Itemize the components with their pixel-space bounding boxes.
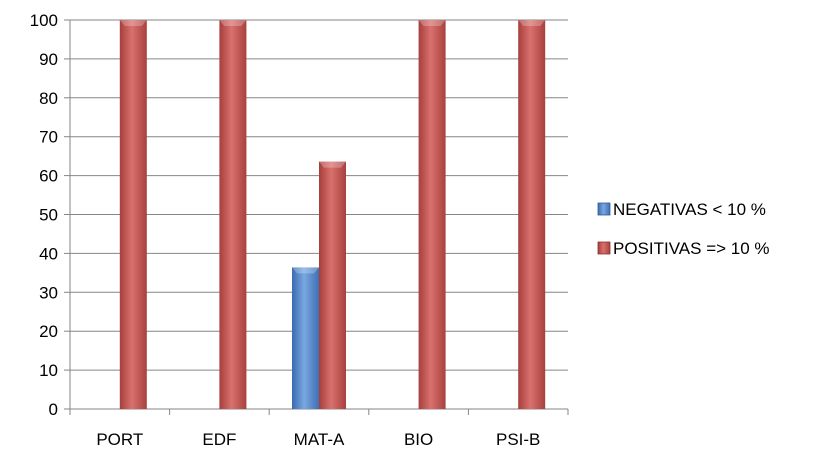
bar-positivas-psi-b (518, 20, 546, 409)
y-tick-label: 50 (39, 206, 58, 225)
bar-bevel (418, 20, 446, 26)
x-category-labels: PORT EDF MAT-A BIO PSI-B (96, 430, 540, 449)
bar-bevel (518, 20, 546, 26)
bar-bevel (319, 161, 346, 168)
bar-bevel (119, 20, 147, 26)
bar-positivas-mat-a (319, 161, 346, 409)
bar-bevel (292, 267, 319, 274)
x-category-label: BIO (404, 430, 433, 449)
legend-swatch (597, 241, 611, 255)
y-tick-label: 0 (49, 400, 58, 419)
legend: NEGATIVAS < 10 % POSITIVAS => 10 % (597, 200, 770, 258)
legend-label: POSITIVAS => 10 % (613, 239, 770, 258)
y-tick-label: 90 (39, 50, 58, 69)
bar-positivas-bio (418, 20, 446, 409)
x-category-label: MAT-A (294, 430, 345, 449)
axes (64, 19, 569, 415)
y-tick-label: 100 (30, 11, 58, 30)
bar (418, 20, 446, 409)
y-tick-label: 10 (39, 361, 58, 380)
y-tick-label: 70 (39, 128, 58, 147)
bar-negativas-mat-a (292, 267, 319, 409)
y-tick-label: 20 (39, 322, 58, 341)
bar (319, 161, 346, 409)
x-category-label: PORT (96, 430, 143, 449)
legend-swatch (597, 202, 611, 216)
y-tick-label: 80 (39, 89, 58, 108)
y-tick-label: 60 (39, 167, 58, 186)
x-category-label: PSI-B (496, 430, 540, 449)
bar (292, 267, 319, 409)
legend-item-positivas: POSITIVAS => 10 % (597, 239, 770, 258)
bar-bevel (219, 20, 247, 26)
bar (219, 20, 247, 409)
y-tick-labels: 0 10 20 30 40 50 60 70 80 90 100 (30, 11, 58, 419)
bar-positivas-edf (219, 20, 247, 409)
legend-item-negativas: NEGATIVAS < 10 % (597, 200, 766, 219)
y-tick-label: 30 (39, 283, 58, 302)
legend-label: NEGATIVAS < 10 % (613, 200, 766, 219)
x-category-label: EDF (202, 430, 236, 449)
bar (518, 20, 546, 409)
y-tick-label: 40 (39, 244, 58, 263)
bar-positivas-port (119, 20, 147, 409)
bars (119, 20, 546, 409)
bar (119, 20, 147, 409)
